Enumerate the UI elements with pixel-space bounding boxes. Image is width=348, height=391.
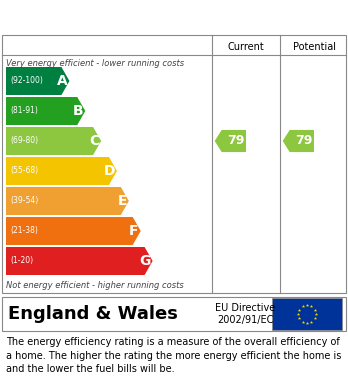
Polygon shape xyxy=(6,217,141,245)
Polygon shape xyxy=(283,130,314,152)
Text: The energy efficiency rating is a measure of the overall efficiency of a home. T: The energy efficiency rating is a measur… xyxy=(6,337,341,374)
Text: 79: 79 xyxy=(295,135,312,147)
Text: Not energy efficient - higher running costs: Not energy efficient - higher running co… xyxy=(6,280,184,289)
Text: Energy Efficiency Rating: Energy Efficiency Rating xyxy=(8,9,218,24)
Text: (39-54): (39-54) xyxy=(10,197,38,206)
Text: (55-68): (55-68) xyxy=(10,167,38,176)
Text: EU Directive
2002/91/EC: EU Directive 2002/91/EC xyxy=(215,303,275,325)
Polygon shape xyxy=(215,130,246,152)
Text: F: F xyxy=(129,224,139,238)
Polygon shape xyxy=(6,247,153,275)
Text: G: G xyxy=(139,254,151,268)
Polygon shape xyxy=(6,97,85,125)
Text: C: C xyxy=(89,134,99,148)
Text: (21-38): (21-38) xyxy=(10,226,38,235)
Bar xyxy=(2,297,346,331)
Text: Very energy efficient - lower running costs: Very energy efficient - lower running co… xyxy=(6,59,184,68)
Text: England & Wales: England & Wales xyxy=(8,305,178,323)
Text: (69-80): (69-80) xyxy=(10,136,38,145)
Polygon shape xyxy=(6,127,101,155)
Bar xyxy=(272,298,342,330)
Text: Current: Current xyxy=(228,42,264,52)
Text: D: D xyxy=(103,164,115,178)
Text: Potential: Potential xyxy=(293,42,335,52)
Text: (1-20): (1-20) xyxy=(10,256,33,265)
Text: (81-91): (81-91) xyxy=(10,106,38,115)
Polygon shape xyxy=(6,67,70,95)
Text: (92-100): (92-100) xyxy=(10,77,43,86)
Text: E: E xyxy=(117,194,127,208)
Text: A: A xyxy=(57,74,68,88)
Polygon shape xyxy=(6,187,129,215)
Text: 79: 79 xyxy=(227,135,244,147)
Polygon shape xyxy=(6,157,117,185)
Text: B: B xyxy=(73,104,83,118)
